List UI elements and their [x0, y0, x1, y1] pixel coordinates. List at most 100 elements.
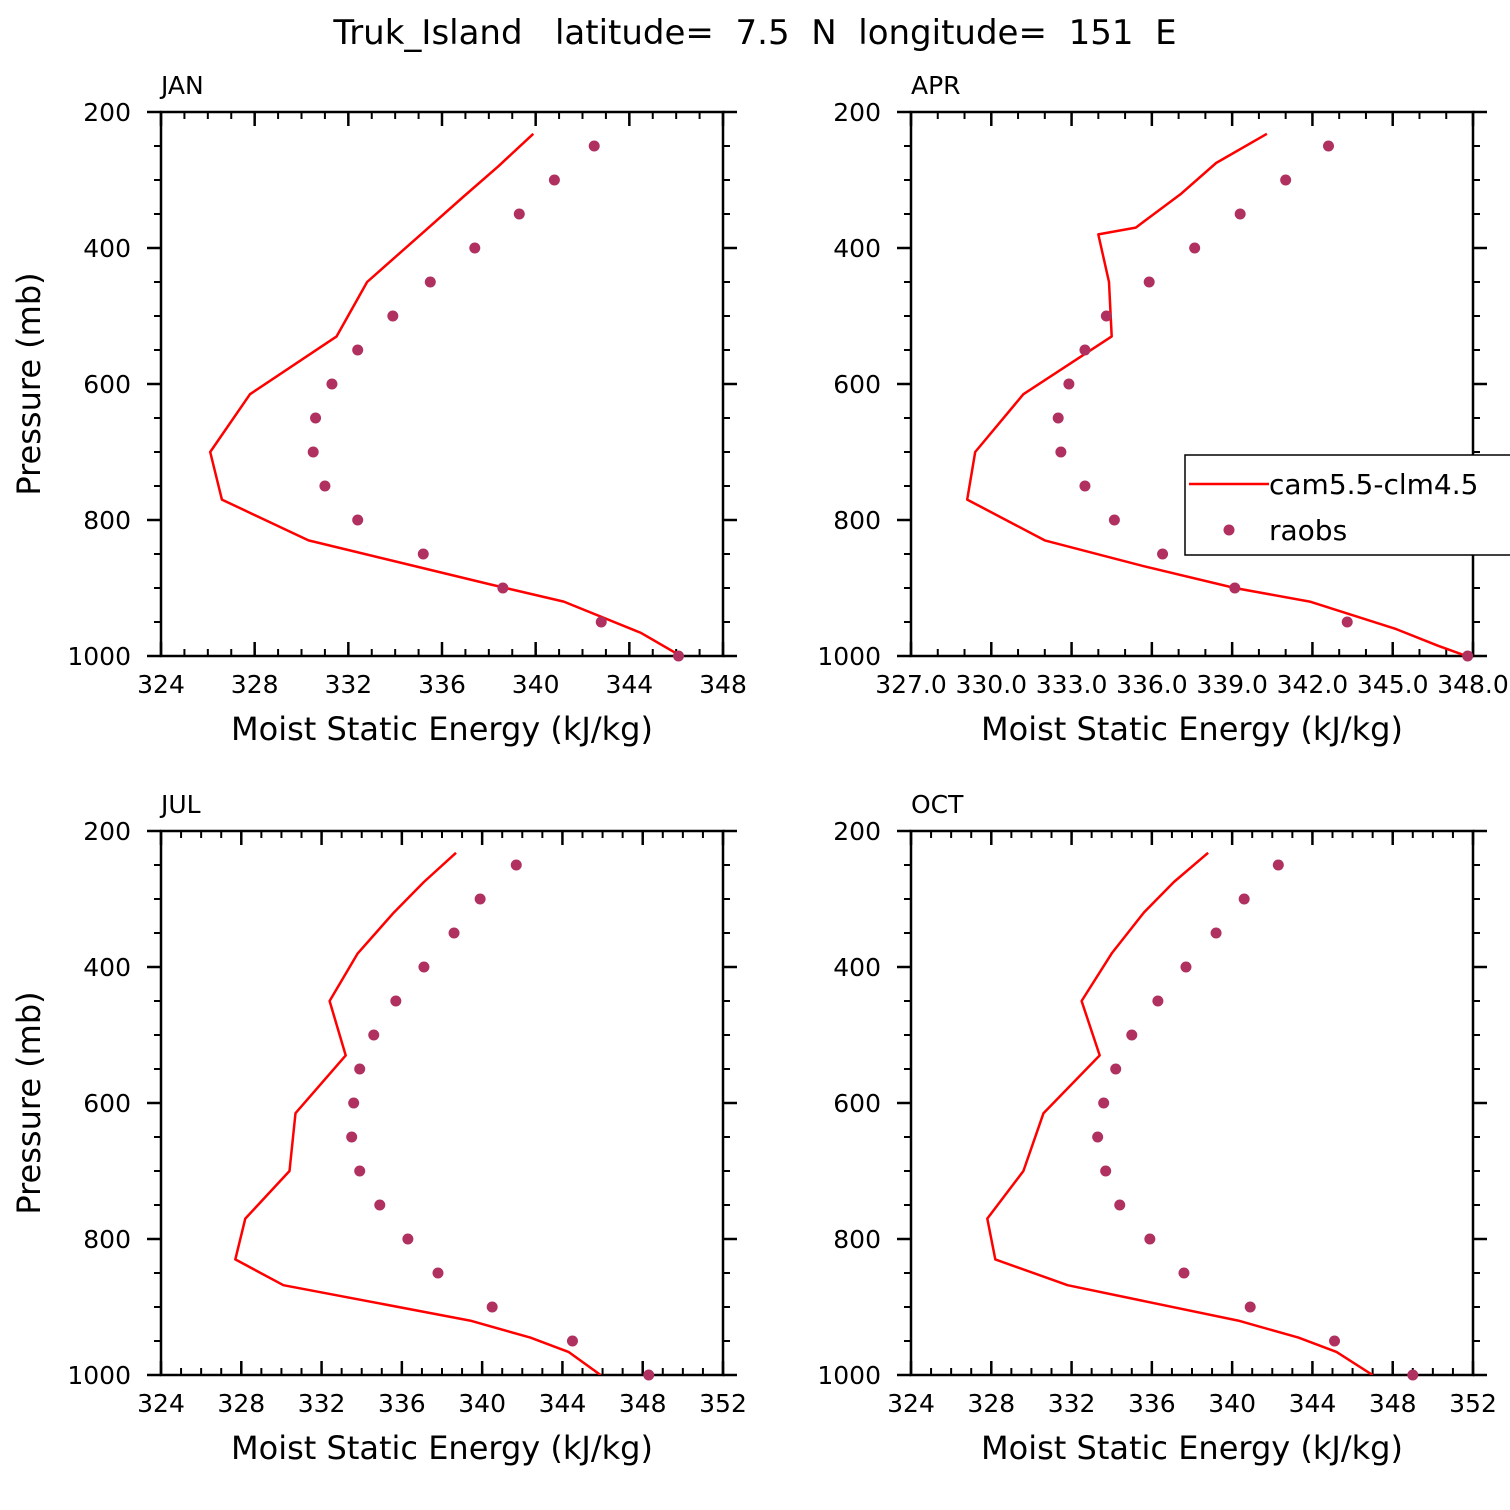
- x-tick-label: 332: [1048, 1389, 1096, 1418]
- y-tick-label: 200: [833, 817, 881, 846]
- panels: JAN 324 328 332 336 340 344 348 200 400 600 800 1000…: [10, 71, 1510, 1467]
- x-tick-label: 324: [137, 1389, 185, 1418]
- data-point-raobs: [402, 1233, 414, 1245]
- data-point-raobs: [1322, 140, 1334, 152]
- data-point-raobs: [387, 310, 399, 322]
- data-point-raobs: [497, 582, 509, 594]
- x-axis-label-jan: Moist Static Energy (kJ/kg): [231, 710, 653, 748]
- y-tick-label: 400: [83, 234, 131, 263]
- y-axis-label-jul: Pressure (mb): [10, 991, 48, 1214]
- y-tick-label: 400: [833, 234, 881, 263]
- x-tick-label: 344: [539, 1389, 587, 1418]
- data-point-raobs: [1272, 859, 1284, 871]
- data-point-raobs: [1178, 1267, 1190, 1279]
- x-tick-label: 332: [324, 670, 372, 699]
- data-point-raobs: [1092, 1131, 1104, 1143]
- figure-title: Truk_Island latitude= 7.5 N longitude= 1…: [332, 13, 1176, 53]
- y-tick-label: 600: [833, 1089, 881, 1118]
- data-point-raobs: [1114, 1199, 1126, 1211]
- panel-oct: OCT 324 328 332 336 340 344 348 352 200 400 600 800 1…: [817, 790, 1496, 1467]
- data-point-raobs: [368, 1029, 380, 1041]
- data-point-raobs: [1189, 242, 1201, 254]
- data-point-raobs: [424, 276, 436, 288]
- y-tick-label: 800: [83, 1225, 131, 1254]
- data-point-raobs: [1143, 276, 1155, 288]
- y-tick-label: 800: [833, 506, 881, 535]
- panel-jul: JUL 324 328 332 336 340 344 348 352 200 400 600 800 1…: [10, 790, 747, 1467]
- x-tick-label: 336: [378, 1389, 426, 1418]
- data-point-raobs: [1098, 1097, 1110, 1109]
- data-point-raobs: [319, 480, 331, 492]
- data-point-raobs: [1052, 412, 1064, 424]
- data-point-raobs: [1063, 378, 1075, 390]
- panel-label-jan: JAN: [159, 71, 204, 100]
- legend-box: [1184, 454, 1510, 556]
- y-tick-label: 200: [83, 98, 131, 127]
- x-tick-label: 344: [1289, 1389, 1337, 1418]
- y-axis-label-jan: Pressure (mb): [10, 272, 48, 495]
- series-line-model: [234, 851, 602, 1375]
- x-tick-label: 340: [512, 670, 560, 699]
- data-point-raobs: [352, 344, 364, 356]
- x-tick-label: 328: [231, 670, 279, 699]
- x-tick-label: 327.0: [875, 670, 947, 699]
- data-point-raobs: [374, 1199, 386, 1211]
- x-tick-label: 339.0: [1196, 670, 1268, 699]
- x-tick-label: 348: [619, 1389, 667, 1418]
- data-point-raobs: [448, 927, 460, 939]
- data-point-raobs: [307, 446, 319, 458]
- x-tick-label: 348: [699, 670, 747, 699]
- data-point-raobs: [566, 1335, 578, 1347]
- y-tick-label: 600: [83, 1089, 131, 1118]
- panel-jan: JAN 324 328 332 336 340 344 348 200 400 600 800 1000…: [10, 71, 747, 748]
- data-point-raobs: [390, 995, 402, 1007]
- data-point-raobs: [418, 961, 430, 973]
- x-tick-label: 348.0: [1437, 670, 1509, 699]
- data-point-raobs: [1079, 344, 1091, 356]
- x-tick-label: 330.0: [955, 670, 1027, 699]
- y-tick-label: 1000: [817, 1361, 881, 1390]
- series-line-model: [965, 132, 1471, 656]
- y-tick-label: 1000: [67, 642, 131, 671]
- x-axis-label-apr: Moist Static Energy (kJ/kg): [981, 710, 1403, 748]
- y-tick-label: 1000: [817, 642, 881, 671]
- x-tick-label: 332: [298, 1389, 346, 1418]
- data-point-raobs: [1341, 616, 1353, 628]
- data-point-raobs: [1229, 582, 1241, 594]
- panel-apr: APR 327.0 330.0 333.0 336.0 339.0 342.0 345.0 34…: [817, 71, 1510, 748]
- legend-swatch-dot: [1223, 524, 1235, 536]
- data-point-raobs: [1100, 1165, 1112, 1177]
- data-point-raobs: [1180, 961, 1192, 973]
- x-tick-label: 348: [1369, 1389, 1417, 1418]
- data-point-raobs: [673, 650, 685, 662]
- data-point-raobs: [1244, 1301, 1256, 1313]
- legend-label: raobs: [1269, 514, 1347, 547]
- data-point-raobs: [1329, 1335, 1341, 1347]
- data-point-raobs: [348, 1097, 360, 1109]
- panel-label-jul: JUL: [159, 790, 201, 819]
- data-point-raobs: [595, 616, 607, 628]
- data-point-raobs: [1100, 310, 1112, 322]
- data-point-raobs: [354, 1165, 366, 1177]
- panel-label-oct: OCT: [911, 790, 964, 819]
- data-point-raobs: [1110, 1063, 1122, 1075]
- data-point-raobs: [1234, 208, 1246, 220]
- data-point-raobs: [510, 859, 522, 871]
- series-line-model: [986, 851, 1374, 1375]
- x-tick-label: 328: [217, 1389, 265, 1418]
- data-point-raobs: [1210, 927, 1222, 939]
- x-tick-label: 336.0: [1116, 670, 1188, 699]
- y-tick-label: 200: [833, 98, 881, 127]
- data-point-raobs: [354, 1063, 366, 1075]
- data-point-raobs: [1055, 446, 1067, 458]
- y-tick-label: 600: [83, 370, 131, 399]
- y-tick-label: 800: [833, 1225, 881, 1254]
- data-point-raobs: [326, 378, 338, 390]
- data-point-raobs: [352, 514, 364, 526]
- x-tick-label: 340: [458, 1389, 506, 1418]
- y-tick-label: 800: [83, 506, 131, 535]
- data-point-raobs: [1407, 1369, 1419, 1381]
- data-point-raobs: [346, 1131, 358, 1143]
- x-tick-label: 344: [605, 670, 653, 699]
- data-point-raobs: [548, 174, 560, 186]
